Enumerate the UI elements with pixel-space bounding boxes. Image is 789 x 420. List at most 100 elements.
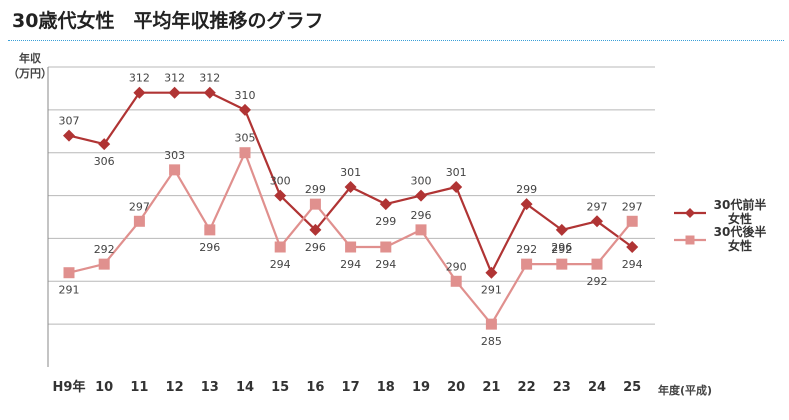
data-point <box>309 223 322 236</box>
data-label: 301 <box>340 166 361 179</box>
data-label: 285 <box>481 335 502 348</box>
page-title: 30歳代女性 平均年収推移のグラフ <box>12 10 324 32</box>
data-point <box>98 258 110 270</box>
x-tick-label: 25 <box>623 380 641 395</box>
data-label: 291 <box>59 284 80 297</box>
data-label: 299 <box>375 215 396 228</box>
x-tick-label: 23 <box>553 380 571 395</box>
data-point <box>203 86 216 99</box>
data-label: 307 <box>59 115 80 128</box>
data-point <box>415 224 427 236</box>
x-tick-label: 17 <box>342 380 360 395</box>
data-label: 297 <box>622 200 643 213</box>
data-label: 292 <box>587 275 608 288</box>
data-point <box>63 129 75 142</box>
data-point <box>309 198 321 210</box>
x-tick-label: 10 <box>95 380 113 395</box>
data-label: 294 <box>340 258 361 271</box>
x-tick-label: 18 <box>377 380 395 395</box>
data-point <box>204 224 216 236</box>
data-label: 292 <box>516 243 537 256</box>
data-label: 291 <box>481 284 502 297</box>
data-point <box>345 241 357 253</box>
data-label: 300 <box>270 175 291 188</box>
data-point <box>239 147 251 159</box>
data-point <box>591 258 603 270</box>
data-point <box>521 258 533 270</box>
data-label: 300 <box>411 175 432 188</box>
data-label: 299 <box>516 183 537 196</box>
data-label: 312 <box>199 72 220 85</box>
data-point <box>450 275 462 287</box>
data-label: 294 <box>375 258 396 271</box>
data-point <box>450 181 463 193</box>
legend-label: 30代後半 <box>714 224 767 239</box>
data-point <box>485 318 497 330</box>
data-label: 303 <box>164 149 185 162</box>
x-tick-label: H9年 <box>53 379 86 395</box>
data-point <box>274 241 286 253</box>
data-point <box>344 181 357 193</box>
data-label: 297 <box>587 200 608 213</box>
series-2: 291 292 297 303 296 305 294 299 294 294 296 290 285 2… <box>59 132 643 348</box>
data-point <box>63 267 75 279</box>
data-label: 296 <box>199 241 220 254</box>
data-point <box>133 86 146 99</box>
data-point <box>556 258 568 270</box>
x-tick-label: 14 <box>236 380 254 395</box>
x-tick-label: 15 <box>271 380 289 395</box>
data-point <box>239 103 251 116</box>
legend-label: 女性 <box>728 238 752 253</box>
legend-marker <box>685 235 695 245</box>
x-axis-label: 年度(平成) <box>658 383 712 397</box>
x-tick-label: 13 <box>201 380 219 395</box>
data-point <box>380 241 392 253</box>
data-label: 299 <box>305 183 326 196</box>
x-tick-label: 24 <box>588 380 606 395</box>
x-tick-label: 19 <box>412 380 430 395</box>
data-label: 310 <box>235 89 256 102</box>
data-label: 292 <box>551 243 572 256</box>
data-point <box>591 215 603 228</box>
data-point <box>168 86 181 99</box>
data-label: 296 <box>551 241 572 254</box>
data-point <box>133 215 145 227</box>
data-point <box>626 215 638 227</box>
data-label: 294 <box>622 258 643 271</box>
x-tick-label: 16 <box>306 380 324 395</box>
x-tick-label: 12 <box>166 380 184 395</box>
legend-marker <box>685 208 695 218</box>
legend-label: 女性 <box>728 211 752 226</box>
data-point <box>169 164 181 176</box>
title-divider <box>8 40 784 41</box>
data-label: 296 <box>305 241 326 254</box>
data-label: 305 <box>235 132 256 145</box>
data-point <box>274 189 287 202</box>
legend-label: 30代前半 <box>714 197 767 212</box>
data-point <box>520 198 533 211</box>
data-label: 306 <box>94 155 115 168</box>
data-label: 294 <box>270 258 291 271</box>
data-label: 312 <box>164 72 185 85</box>
grid-layer <box>48 66 655 325</box>
data-label: 312 <box>129 72 150 85</box>
data-point <box>555 223 568 236</box>
data-point <box>485 266 498 279</box>
x-tick-label: 22 <box>518 380 536 395</box>
data-point <box>415 189 427 202</box>
data-point <box>379 198 392 211</box>
y-axis-label: 年収 <box>19 51 42 65</box>
data-point <box>626 241 639 253</box>
data-label: 297 <box>129 200 150 213</box>
x-tick-label: 21 <box>482 380 500 395</box>
series-1: 307 306 312 312 312 310 300 296 301 299 300 301 291 2… <box>59 72 643 297</box>
data-point <box>98 138 111 151</box>
data-label: 301 <box>446 166 467 179</box>
x-tick-label: 11 <box>130 380 148 395</box>
x-tick-labels: H9年 10 11 12 13 14 15 16 17 18 19 20 21 22 23 24 25 <box>53 379 642 395</box>
y-axis-unit-label: （万円） <box>8 67 52 80</box>
